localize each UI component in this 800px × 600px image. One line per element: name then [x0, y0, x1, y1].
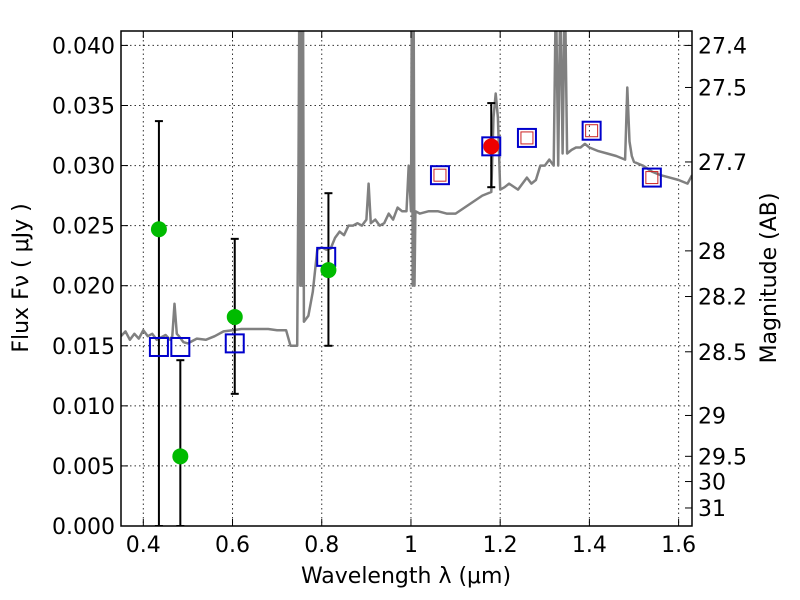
- model-square-marker: [148, 336, 169, 357]
- model-square-marker: [641, 167, 662, 188]
- y-tick-label: 0.000: [52, 515, 115, 540]
- tick-layer: [121, 31, 692, 527]
- x-tick-label: 0.6: [215, 533, 250, 558]
- marker-layer: [148, 120, 662, 465]
- y-tick-label: 0.035: [52, 94, 115, 119]
- right-tick-label: 29: [698, 404, 726, 429]
- y-axis-right-title: Magnitude (AB): [757, 193, 782, 364]
- observed-square-marker: [645, 171, 659, 185]
- right-tick-label: 28.5: [698, 341, 747, 366]
- right-tick-label: 28: [698, 240, 726, 265]
- right-tick-label: 30: [698, 471, 726, 496]
- right-tick-label: 31: [698, 497, 726, 522]
- tick-label-layer: 0.4 0.6 0.8 1 1.2 1.4 1.6 0.000 0.005 0.010 0.015 0…: [52, 34, 747, 558]
- plot-area: [121, 31, 692, 526]
- x-tick-label: 1.2: [483, 533, 518, 558]
- y-tick-label: 0.025: [52, 215, 115, 240]
- green-detection-point: [320, 262, 337, 279]
- model-square-marker: [481, 136, 502, 157]
- model-square-marker: [581, 120, 602, 141]
- model-square-marker: [516, 127, 537, 148]
- right-tick-label: 27.5: [698, 76, 747, 101]
- right-tick-label: 27.7: [698, 151, 747, 176]
- observed-square-marker: [520, 131, 534, 145]
- x-tick-label: 0.8: [304, 533, 339, 558]
- right-tick-label: 27.4: [698, 34, 747, 59]
- y-axis-title: Flux Fν ( μJy ): [9, 203, 34, 352]
- y-tick-label: 0.040: [52, 34, 115, 59]
- plot-frame: [120, 30, 693, 527]
- right-tick-label: 29.5: [698, 445, 747, 470]
- green-detection-point: [172, 448, 189, 465]
- x-tick-label: 1.6: [661, 533, 696, 558]
- y-tick-label: 0.015: [52, 335, 115, 360]
- y-tick-label: 0.010: [52, 395, 115, 420]
- y-tick-label: 0.020: [52, 275, 115, 300]
- y-tick-label: 0.005: [52, 455, 115, 480]
- right-tick-label: 28.2: [698, 286, 747, 311]
- model-square-marker: [170, 336, 191, 357]
- spectrum-layer: [121, 31, 692, 348]
- model-square-marker: [224, 333, 245, 354]
- x-tick-label: 1: [404, 533, 418, 558]
- spectrum-line: [121, 31, 692, 348]
- green-detection-point: [226, 308, 243, 325]
- observed-square-marker: [585, 124, 599, 138]
- y-tick-label: 0.030: [52, 155, 115, 180]
- model-square-marker: [429, 165, 450, 186]
- x-axis-title: Wavelength λ (μm): [301, 564, 511, 589]
- x-tick-label: 1.4: [572, 533, 607, 558]
- green-detection-point: [150, 221, 167, 238]
- x-tick-label: 0.4: [126, 533, 161, 558]
- observed-square-marker: [433, 168, 447, 182]
- red-detection-point: [483, 138, 500, 155]
